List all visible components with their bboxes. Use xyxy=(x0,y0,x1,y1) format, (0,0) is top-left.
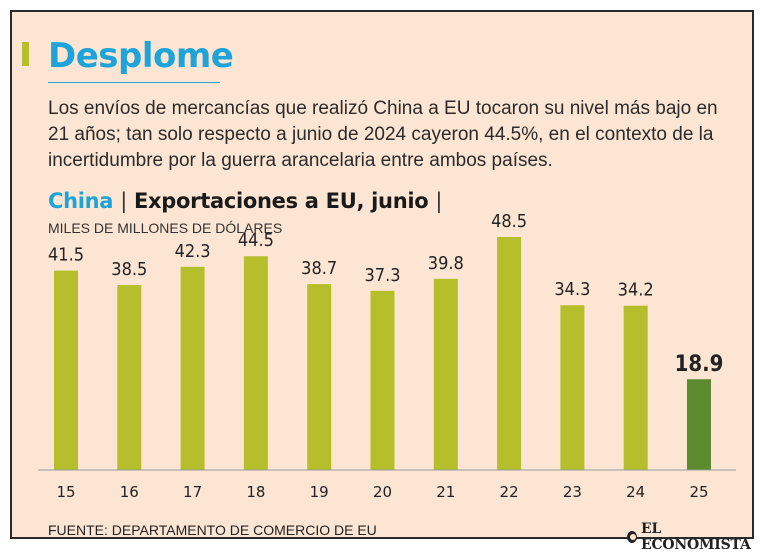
bar-value-label-19: 38.7 xyxy=(301,258,337,279)
bar-24 xyxy=(623,305,648,470)
chart-header-separator: | xyxy=(120,189,127,213)
bar-value-label-15: 41.5 xyxy=(48,245,84,266)
x-tick-label-15: 15 xyxy=(56,483,75,501)
bar-23 xyxy=(560,305,585,470)
bar-value-label-18: 44.5 xyxy=(238,230,274,251)
chart-subtitle: Exportaciones a EU, junio xyxy=(134,189,429,213)
x-tick-label-19: 19 xyxy=(310,483,329,501)
bar-17 xyxy=(180,266,205,470)
x-tick-label-24: 24 xyxy=(626,483,645,501)
chart-header: China | Exportaciones a EU, junio | xyxy=(48,189,442,213)
x-tick-label-17: 17 xyxy=(183,483,202,501)
x-tick-label-18: 18 xyxy=(246,483,265,501)
title-underline xyxy=(48,82,220,83)
x-tick-label-23: 23 xyxy=(563,483,582,501)
source-note: FUENTE: DEPARTAMENTO DE COMERCIO DE EU xyxy=(48,522,377,538)
x-tick-label-20: 20 xyxy=(373,483,392,501)
chart-country: China xyxy=(48,189,114,213)
logo-icon xyxy=(627,531,637,543)
x-tick-label-16: 16 xyxy=(120,483,139,501)
description-text: Los envíos de mercancías que realizó Chi… xyxy=(48,98,718,171)
bar-19 xyxy=(307,284,332,470)
bar-25 xyxy=(687,379,711,470)
bar-value-label-23: 34.3 xyxy=(554,279,590,300)
bar-22 xyxy=(497,237,522,470)
bar-value-label-24: 34.2 xyxy=(618,280,654,301)
bar-chart: 41.5 15 38.5 16 42.3 17 44.5 18 38.7 19 37.3 20 39.8… xyxy=(38,211,736,501)
bar-value-label-16: 38.5 xyxy=(111,259,147,280)
bar-value-label-20: 37.3 xyxy=(364,265,400,286)
chart-units-label: MILES DE MILLONES DE DÓLARES xyxy=(48,220,283,236)
x-tick-label-22: 22 xyxy=(500,483,519,501)
x-tick-label-25: 25 xyxy=(689,483,708,501)
bar-21 xyxy=(433,278,458,470)
title-accent-bar xyxy=(22,42,29,66)
x-tick-label-21: 21 xyxy=(436,483,455,501)
bar-value-label-25: 18.9 xyxy=(675,352,724,377)
bar-20 xyxy=(370,290,395,470)
infographic-card: Desplome Los envíos de mercancías que re… xyxy=(10,10,754,553)
bar-18 xyxy=(243,256,268,470)
chart-header-trailing-separator: | xyxy=(435,189,443,213)
bar-value-label-17: 42.3 xyxy=(175,241,211,262)
bar-value-label-22: 48.5 xyxy=(491,211,527,232)
publisher-logo: EL ECONOMISTA xyxy=(627,521,753,553)
bar-15 xyxy=(54,270,78,470)
logo-text: EL ECONOMISTA xyxy=(640,521,751,553)
bar-value-label-21: 39.8 xyxy=(428,253,464,274)
bar-16 xyxy=(117,285,142,470)
page-title: Desplome xyxy=(48,36,234,76)
